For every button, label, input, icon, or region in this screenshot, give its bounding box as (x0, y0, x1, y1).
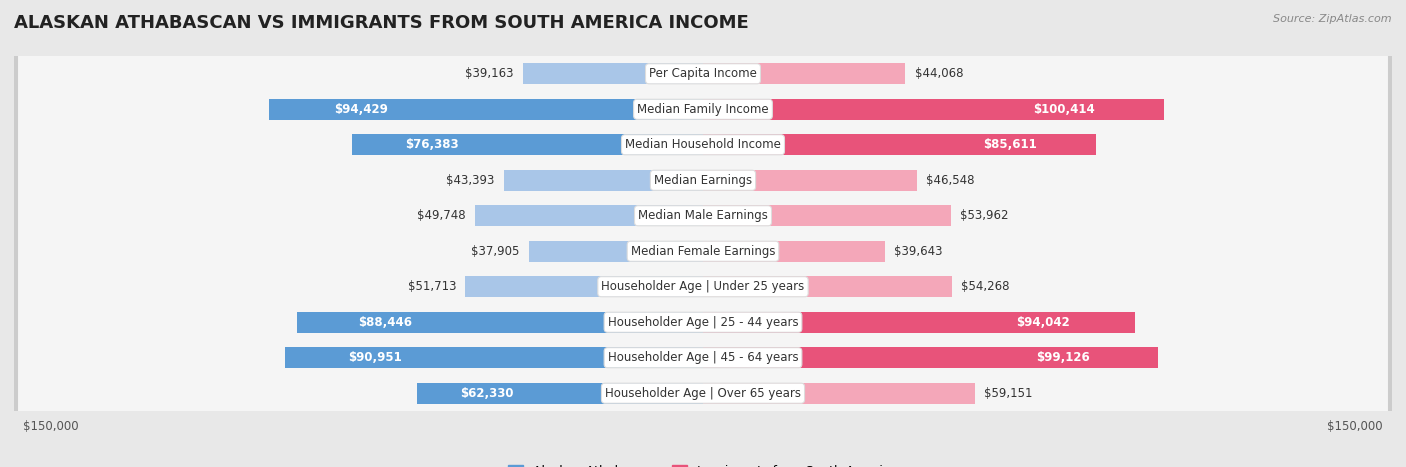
Text: Median Male Earnings: Median Male Earnings (638, 209, 768, 222)
Text: $62,330: $62,330 (460, 387, 513, 400)
Bar (703, 63, 905, 85)
Text: Median Earnings: Median Earnings (654, 174, 752, 187)
Bar (297, 311, 703, 333)
Text: $51,713: $51,713 (408, 280, 457, 293)
Text: $90,951: $90,951 (347, 351, 402, 364)
Text: $49,748: $49,748 (416, 209, 465, 222)
Bar (703, 241, 886, 262)
Text: $54,268: $54,268 (962, 280, 1010, 293)
Bar (465, 276, 703, 297)
Text: Householder Age | Over 65 years: Householder Age | Over 65 years (605, 387, 801, 400)
FancyBboxPatch shape (10, 0, 1396, 467)
Bar (529, 241, 703, 262)
Text: $44,068: $44,068 (914, 67, 963, 80)
Text: $88,446: $88,446 (357, 316, 412, 329)
FancyBboxPatch shape (18, 0, 1388, 467)
Text: $37,905: $37,905 (471, 245, 520, 258)
Text: $100,414: $100,414 (1033, 103, 1095, 116)
FancyBboxPatch shape (10, 0, 1396, 467)
Bar (523, 63, 703, 85)
FancyBboxPatch shape (18, 0, 1388, 467)
Text: $53,962: $53,962 (960, 209, 1008, 222)
Text: $39,163: $39,163 (465, 67, 515, 80)
Text: Source: ZipAtlas.com: Source: ZipAtlas.com (1274, 14, 1392, 24)
Text: $76,383: $76,383 (405, 138, 458, 151)
Text: $99,126: $99,126 (1036, 351, 1090, 364)
FancyBboxPatch shape (18, 0, 1388, 467)
FancyBboxPatch shape (10, 0, 1396, 467)
Text: $46,548: $46,548 (927, 174, 974, 187)
Bar (270, 99, 703, 120)
Text: Median Female Earnings: Median Female Earnings (631, 245, 775, 258)
Bar (352, 134, 703, 156)
Bar (416, 382, 703, 404)
Text: Per Capita Income: Per Capita Income (650, 67, 756, 80)
Text: Median Household Income: Median Household Income (626, 138, 780, 151)
FancyBboxPatch shape (18, 0, 1388, 467)
Bar (703, 382, 974, 404)
Text: Householder Age | Under 25 years: Householder Age | Under 25 years (602, 280, 804, 293)
Bar (703, 276, 952, 297)
FancyBboxPatch shape (10, 0, 1396, 467)
Text: Median Family Income: Median Family Income (637, 103, 769, 116)
FancyBboxPatch shape (10, 0, 1396, 467)
Text: Householder Age | 45 - 64 years: Householder Age | 45 - 64 years (607, 351, 799, 364)
FancyBboxPatch shape (18, 0, 1388, 467)
Text: ALASKAN ATHABASCAN VS IMMIGRANTS FROM SOUTH AMERICA INCOME: ALASKAN ATHABASCAN VS IMMIGRANTS FROM SO… (14, 14, 749, 32)
Text: $94,429: $94,429 (335, 103, 388, 116)
Text: Householder Age | 25 - 44 years: Householder Age | 25 - 44 years (607, 316, 799, 329)
Text: $150,000: $150,000 (24, 420, 79, 433)
Bar (703, 170, 917, 191)
Bar (503, 170, 703, 191)
Text: $59,151: $59,151 (984, 387, 1032, 400)
Text: $85,611: $85,611 (983, 138, 1038, 151)
Bar (703, 311, 1135, 333)
FancyBboxPatch shape (10, 0, 1396, 467)
Bar (703, 99, 1164, 120)
FancyBboxPatch shape (10, 0, 1396, 467)
FancyBboxPatch shape (18, 0, 1388, 467)
Legend: Alaskan Athabascan, Immigrants from South America: Alaskan Athabascan, Immigrants from Sout… (503, 460, 903, 467)
Text: $43,393: $43,393 (446, 174, 495, 187)
Text: $150,000: $150,000 (1327, 420, 1382, 433)
FancyBboxPatch shape (10, 0, 1396, 467)
FancyBboxPatch shape (18, 0, 1388, 467)
FancyBboxPatch shape (10, 0, 1396, 467)
Bar (285, 347, 703, 368)
Text: $39,643: $39,643 (894, 245, 943, 258)
FancyBboxPatch shape (10, 0, 1396, 467)
FancyBboxPatch shape (18, 0, 1388, 467)
Bar (703, 205, 950, 226)
FancyBboxPatch shape (18, 0, 1388, 467)
Bar (474, 205, 703, 226)
Bar (703, 134, 1097, 156)
Text: $94,042: $94,042 (1017, 316, 1070, 329)
FancyBboxPatch shape (18, 0, 1388, 467)
Bar (703, 347, 1159, 368)
